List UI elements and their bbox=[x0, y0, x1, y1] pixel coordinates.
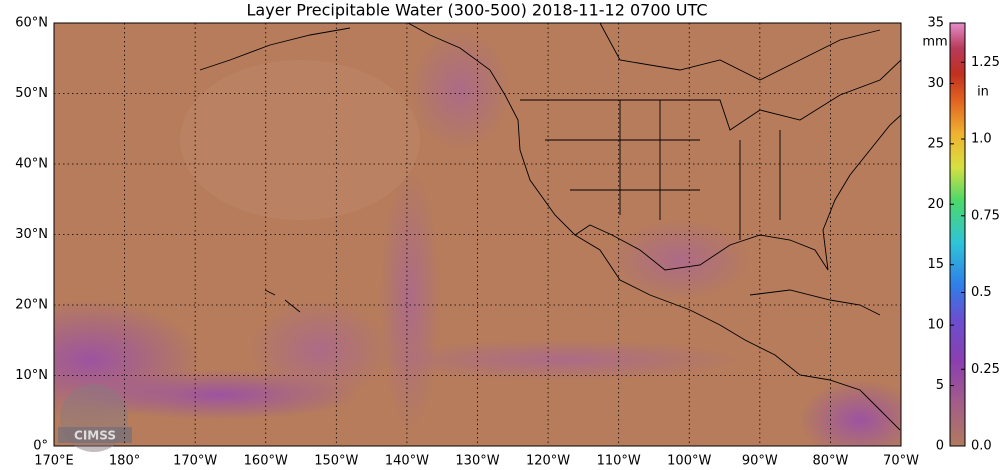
colorbar-mm-label: 20 bbox=[927, 197, 944, 212]
lat-label: 30°N bbox=[15, 227, 48, 242]
title: Layer Precipitable Water (300-500) 2018-… bbox=[247, 1, 708, 20]
lon-label: 70°W bbox=[883, 454, 919, 469]
lat-label: 0° bbox=[33, 439, 48, 454]
lat-label: 20°N bbox=[15, 298, 48, 313]
lat-label: 40°N bbox=[15, 157, 48, 172]
colorbar-mm-label: 35 bbox=[927, 16, 944, 31]
colorbar-in-label: 0.0 bbox=[971, 439, 992, 454]
colorbar-in-label: 1.25 bbox=[971, 55, 1000, 70]
lon-label: 140°W bbox=[385, 454, 429, 469]
lon-label: 130°W bbox=[455, 454, 499, 469]
colorbar-mm-label: 5 bbox=[936, 378, 944, 393]
lat-label: 50°N bbox=[15, 86, 48, 101]
colorbar bbox=[949, 22, 966, 447]
colorbar-unit-in: in bbox=[977, 85, 989, 100]
lon-label: 170°E bbox=[34, 454, 74, 469]
colorbar-mm-label: 15 bbox=[927, 257, 944, 272]
lon-label: 150°W bbox=[314, 454, 358, 469]
colorbar-unit-mm: mm bbox=[922, 35, 947, 50]
lon-label: 110°W bbox=[597, 454, 641, 469]
colorbar-mm-label: 0 bbox=[936, 439, 944, 454]
logo-text: CIMSS bbox=[74, 429, 116, 443]
lon-label: 180° bbox=[109, 454, 140, 469]
lon-label: 160°W bbox=[244, 454, 288, 469]
colorbar-mm-label: 30 bbox=[927, 76, 944, 91]
logo: CIMSS bbox=[58, 384, 132, 452]
colorbar-in-label: 0.25 bbox=[971, 362, 1000, 377]
lon-label: 80°W bbox=[812, 454, 848, 469]
lon-label: 90°W bbox=[742, 454, 778, 469]
lon-label: 120°W bbox=[526, 454, 570, 469]
colorbar-mm-label: 25 bbox=[927, 136, 944, 151]
colorbar-mm-label: 10 bbox=[927, 318, 944, 333]
lon-label: 100°W bbox=[667, 454, 711, 469]
colorbar-in-label: 0.5 bbox=[971, 285, 992, 300]
colorbar-in-label: 1.0 bbox=[971, 132, 992, 147]
map-image bbox=[54, 23, 901, 446]
colorbar-in-label: 0.75 bbox=[971, 208, 1000, 223]
lat-label: 60°N bbox=[15, 16, 48, 31]
lon-label: 170°W bbox=[173, 454, 217, 469]
lat-label: 10°N bbox=[15, 368, 48, 383]
